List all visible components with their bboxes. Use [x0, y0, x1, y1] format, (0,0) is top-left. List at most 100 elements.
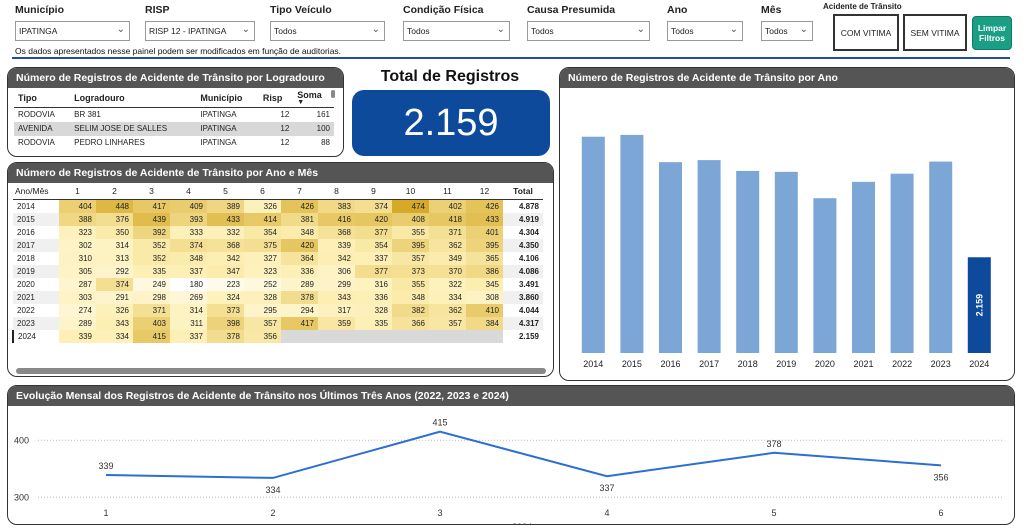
matrix-month-header: 3	[133, 183, 170, 200]
year-bar[interactable]	[967, 257, 991, 353]
matrix-row-total: 3.491	[503, 277, 543, 291]
matrix-row[interactable]: 2018 310 313 352 348 342 327 364 342 337 357 349 365…	[13, 251, 543, 265]
matrix-scrollbar[interactable]	[16, 368, 546, 374]
col-tipo[interactable]: Tipo	[14, 88, 71, 108]
matrix-row-total: 4.350	[503, 238, 543, 252]
year-tick-label: 2014	[583, 359, 603, 369]
year-bar[interactable]	[736, 170, 760, 353]
table-cell: 12	[280, 138, 290, 147]
filter-dropdown[interactable]: IPATINGA ⌄	[15, 21, 130, 41]
matrix-row[interactable]: 2016 323 350 392 333 332 354 348 368 377 355 371 401…	[13, 225, 543, 239]
clear-filters-button[interactable]: Limpar Filtros	[972, 16, 1012, 50]
matrix-cell: 433	[207, 212, 244, 226]
with-victim-button[interactable]: COM VITIMA	[833, 14, 899, 51]
matrix-cell: 339	[318, 238, 355, 252]
matrix-cell: 365	[466, 251, 503, 265]
matrix-row[interactable]: 2014 404 448 417 409 389 326 426 383 374 474 402 426…	[13, 199, 543, 213]
matrix-cell: 252	[244, 277, 281, 291]
matrix-cell: 311	[170, 316, 207, 330]
matrix-row[interactable]: 2022 274 326 371 314 373 295 294 317 328 382 362 410…	[13, 303, 543, 317]
year-bar[interactable]	[774, 171, 798, 353]
matrix-cell	[392, 329, 429, 343]
matrix-cell: 448	[96, 199, 133, 213]
filter-dropdown[interactable]: Todos ⌄	[667, 21, 743, 41]
filter-value: Todos	[671, 26, 694, 36]
matrix-cell: 416	[318, 212, 355, 226]
matrix-cell: 289	[59, 316, 96, 330]
filter-dropdown[interactable]: Todos ⌄	[527, 21, 650, 41]
year-tick-label: 2018	[738, 359, 758, 369]
without-victim-button[interactable]: SEM VITIMA	[903, 14, 967, 51]
monthly-line-chart: 400 300 339 1 334 2 415 3 337 4 378 5 356 6 2024	[14, 418, 1003, 525]
table-cell: 12	[258, 121, 294, 136]
year-bar[interactable]	[813, 198, 837, 353]
matrix-cell	[281, 329, 318, 343]
matrix-row[interactable]: 2020 287 374 249 180 223 252 289 299 316 355 322 345…	[13, 277, 543, 291]
series-line[interactable]	[105, 430, 942, 479]
y-tick-label: 400	[14, 435, 29, 445]
matrix-cell: 383	[318, 199, 355, 213]
matrix-cell: 355	[392, 225, 429, 239]
filter-1: RISP RISP 12 - IPATINGA ⌄	[145, 4, 255, 41]
matrix-cell: 393	[170, 212, 207, 226]
matrix-month-header: 6	[244, 183, 281, 200]
matrix-row[interactable]: 2015 388 376 439 393 433 414 381 416 420 408 418 433…	[13, 212, 543, 226]
filter-dropdown[interactable]: Todos ⌄	[761, 21, 813, 41]
matrix-cell: 401	[466, 225, 503, 239]
matrix-row[interactable]: 2017 302 314 352 374 368 375 420 339 354 395 362 395…	[13, 238, 543, 252]
filter-dropdown[interactable]: Todos ⌄	[403, 21, 510, 41]
year-bar[interactable]	[581, 136, 605, 353]
table-cell: RODOVIA	[18, 138, 55, 147]
matrix-cell: 352	[133, 238, 170, 252]
matrix-cell: 348	[392, 290, 429, 304]
x-axis-label: 2024	[512, 522, 532, 525]
table-row[interactable]: RODOVIA PEDRO LINHARES IPATINGA 12 88	[14, 136, 334, 150]
matrix-cell: 350	[96, 225, 133, 239]
matrix-row[interactable]: 2019 305 292 335 337 347 323 336 306 377 373 370 386…	[13, 264, 543, 278]
filter-dropdown[interactable]: RISP 12 - IPATINGA ⌄	[145, 21, 255, 41]
year-bar[interactable]	[659, 162, 682, 353]
matrix-cell: 349	[429, 251, 466, 265]
matrix-row[interactable]: 2024 339 334 415 337 378 356 2.159	[12, 329, 543, 343]
matrix-cell: 378	[207, 329, 244, 343]
matrix-cell: 332	[207, 225, 244, 239]
header-divider	[12, 57, 1010, 59]
year-bar[interactable]	[852, 181, 875, 353]
table-row[interactable]: RODOVIA BR 381 IPATINGA 12 161	[14, 108, 334, 122]
filter-3: Condição Física Todos ⌄	[403, 4, 510, 41]
year-bar[interactable]	[890, 173, 914, 353]
year-bar-chart: 2014 2015 2016 2017 2018 2019 2020 2021 2022 2023…	[581, 134, 991, 369]
matrix-cell: 402	[429, 199, 466, 213]
total-records-card: 2.159	[352, 90, 550, 156]
matrix-cell: 370	[429, 264, 466, 278]
matrix-cell: 292	[96, 264, 133, 278]
table-row[interactable]: AVENIDA SELIM JOSE DE SALLES IPATINGA 12 100	[14, 121, 334, 136]
logradouro-panel: Número de Registros de Acidente de Trâns…	[7, 67, 344, 157]
col-risp[interactable]: Risp	[258, 88, 294, 108]
matrix-row[interactable]: 2021 303 291 298 269 324 328 378 343 336 348 334 308…	[13, 290, 543, 304]
x-tick-label: 4	[604, 508, 609, 518]
col-logradouro[interactable]: Logradouro	[70, 88, 197, 108]
matrix-cell: 324	[207, 290, 244, 304]
table-cell: 100	[293, 121, 334, 136]
chevron-down-icon: ⌄	[116, 24, 125, 35]
filter-0: Município IPATINGA ⌄	[15, 4, 130, 41]
col-soma[interactable]: Soma ▼	[293, 88, 334, 108]
filter-6: Mês Todos ⌄	[761, 4, 813, 41]
logradouro-scrollbar[interactable]	[331, 90, 335, 98]
monthly-line-title: Evolução Mensal dos Registros de Acident…	[8, 386, 1014, 406]
matrix-cell: 356	[244, 329, 281, 343]
year-bar[interactable]	[929, 161, 953, 353]
matrix-cell: 433	[466, 212, 503, 226]
year-bar[interactable]	[620, 134, 644, 353]
matrix-cell: 357	[244, 316, 281, 330]
filter-dropdown[interactable]: Todos ⌄	[270, 21, 385, 41]
matrix-cell: 274	[59, 303, 96, 317]
col-municipio[interactable]: Município	[196, 88, 259, 108]
year-bar[interactable]	[697, 160, 721, 353]
matrix-cell: 355	[392, 277, 429, 291]
matrix-cell: 317	[318, 303, 355, 317]
matrix-row[interactable]: 2023 289 343 403 311 398 357 417 359 335 366 357 384…	[13, 316, 543, 330]
matrix-cell: 354	[244, 225, 281, 239]
matrix-cell: 374	[170, 238, 207, 252]
